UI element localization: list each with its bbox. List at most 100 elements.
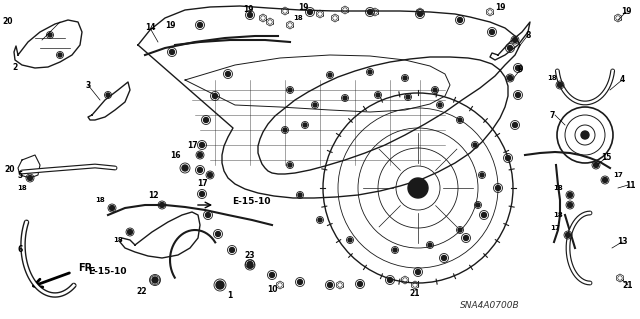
Text: 10: 10 [267, 286, 277, 294]
Circle shape [593, 162, 598, 167]
Circle shape [367, 10, 372, 14]
Circle shape [417, 11, 422, 17]
Circle shape [170, 49, 175, 55]
Text: 22: 22 [137, 287, 147, 296]
Text: SNA4A0700B: SNA4A0700B [460, 300, 520, 309]
Circle shape [152, 277, 158, 283]
Circle shape [480, 173, 484, 177]
Circle shape [28, 175, 33, 181]
Circle shape [182, 165, 188, 171]
Text: 11: 11 [625, 181, 636, 189]
Text: 7: 7 [549, 110, 555, 120]
Text: 17: 17 [196, 179, 207, 188]
Circle shape [216, 281, 224, 289]
Circle shape [376, 93, 380, 97]
Circle shape [204, 117, 209, 122]
Text: 8: 8 [525, 31, 531, 40]
Circle shape [288, 88, 292, 92]
Circle shape [508, 76, 513, 80]
Circle shape [58, 53, 62, 57]
Circle shape [506, 155, 511, 160]
Circle shape [568, 203, 573, 207]
Circle shape [415, 270, 420, 275]
Text: 13: 13 [617, 238, 627, 247]
Circle shape [283, 128, 287, 132]
Circle shape [458, 18, 463, 23]
Circle shape [328, 73, 332, 77]
Circle shape [207, 173, 212, 177]
Circle shape [458, 228, 462, 232]
Circle shape [307, 10, 312, 14]
Circle shape [127, 229, 132, 234]
Circle shape [48, 33, 52, 37]
Circle shape [159, 203, 164, 207]
Circle shape [438, 103, 442, 107]
Circle shape [298, 193, 302, 197]
Circle shape [566, 233, 570, 238]
Circle shape [557, 83, 563, 87]
Circle shape [476, 203, 480, 207]
Circle shape [403, 76, 407, 80]
Circle shape [515, 65, 520, 70]
Circle shape [348, 238, 352, 242]
Circle shape [200, 143, 205, 147]
Text: E-15-10: E-15-10 [88, 268, 127, 277]
Text: 4: 4 [620, 76, 625, 85]
Circle shape [458, 118, 462, 122]
Text: 16: 16 [170, 151, 180, 160]
Circle shape [473, 143, 477, 147]
Text: 2: 2 [12, 63, 18, 72]
Text: 3: 3 [85, 80, 91, 90]
Text: 19: 19 [495, 4, 505, 12]
Circle shape [408, 178, 428, 198]
Circle shape [328, 283, 333, 287]
Text: 18: 18 [113, 237, 123, 243]
Circle shape [387, 278, 392, 283]
Text: 19: 19 [243, 5, 253, 14]
Circle shape [406, 95, 410, 99]
Circle shape [490, 29, 495, 34]
Text: 21: 21 [623, 280, 633, 290]
Circle shape [481, 212, 486, 218]
Circle shape [109, 205, 115, 211]
Circle shape [515, 93, 520, 98]
Circle shape [248, 262, 253, 266]
Text: 17: 17 [550, 225, 560, 231]
Circle shape [368, 70, 372, 74]
Circle shape [248, 12, 253, 18]
Text: 19: 19 [621, 8, 631, 17]
Circle shape [393, 248, 397, 252]
Circle shape [198, 23, 202, 27]
Text: 19: 19 [298, 3, 308, 11]
Circle shape [106, 93, 110, 97]
Circle shape [225, 71, 230, 77]
Text: 23: 23 [244, 250, 255, 259]
Text: 18: 18 [95, 197, 105, 203]
Circle shape [247, 262, 253, 268]
Text: 17: 17 [187, 140, 197, 150]
Circle shape [205, 212, 211, 218]
Text: 20: 20 [4, 166, 15, 174]
Text: 21: 21 [410, 288, 420, 298]
Text: 18: 18 [547, 75, 557, 81]
Circle shape [216, 232, 221, 236]
Circle shape [298, 279, 303, 285]
Circle shape [343, 96, 347, 100]
Text: 5: 5 [17, 170, 22, 180]
Circle shape [212, 93, 218, 99]
Text: 6: 6 [17, 246, 22, 255]
Circle shape [198, 167, 202, 173]
Text: 9: 9 [517, 65, 523, 75]
Circle shape [358, 281, 362, 286]
Circle shape [269, 272, 275, 278]
Circle shape [602, 177, 607, 182]
Circle shape [198, 152, 202, 158]
Circle shape [513, 38, 518, 42]
Circle shape [581, 131, 589, 139]
Text: 17: 17 [613, 172, 623, 178]
Text: 18: 18 [17, 185, 27, 191]
Circle shape [230, 248, 234, 253]
Text: 20: 20 [3, 18, 13, 26]
Text: 1: 1 [227, 291, 232, 300]
Circle shape [568, 192, 573, 197]
